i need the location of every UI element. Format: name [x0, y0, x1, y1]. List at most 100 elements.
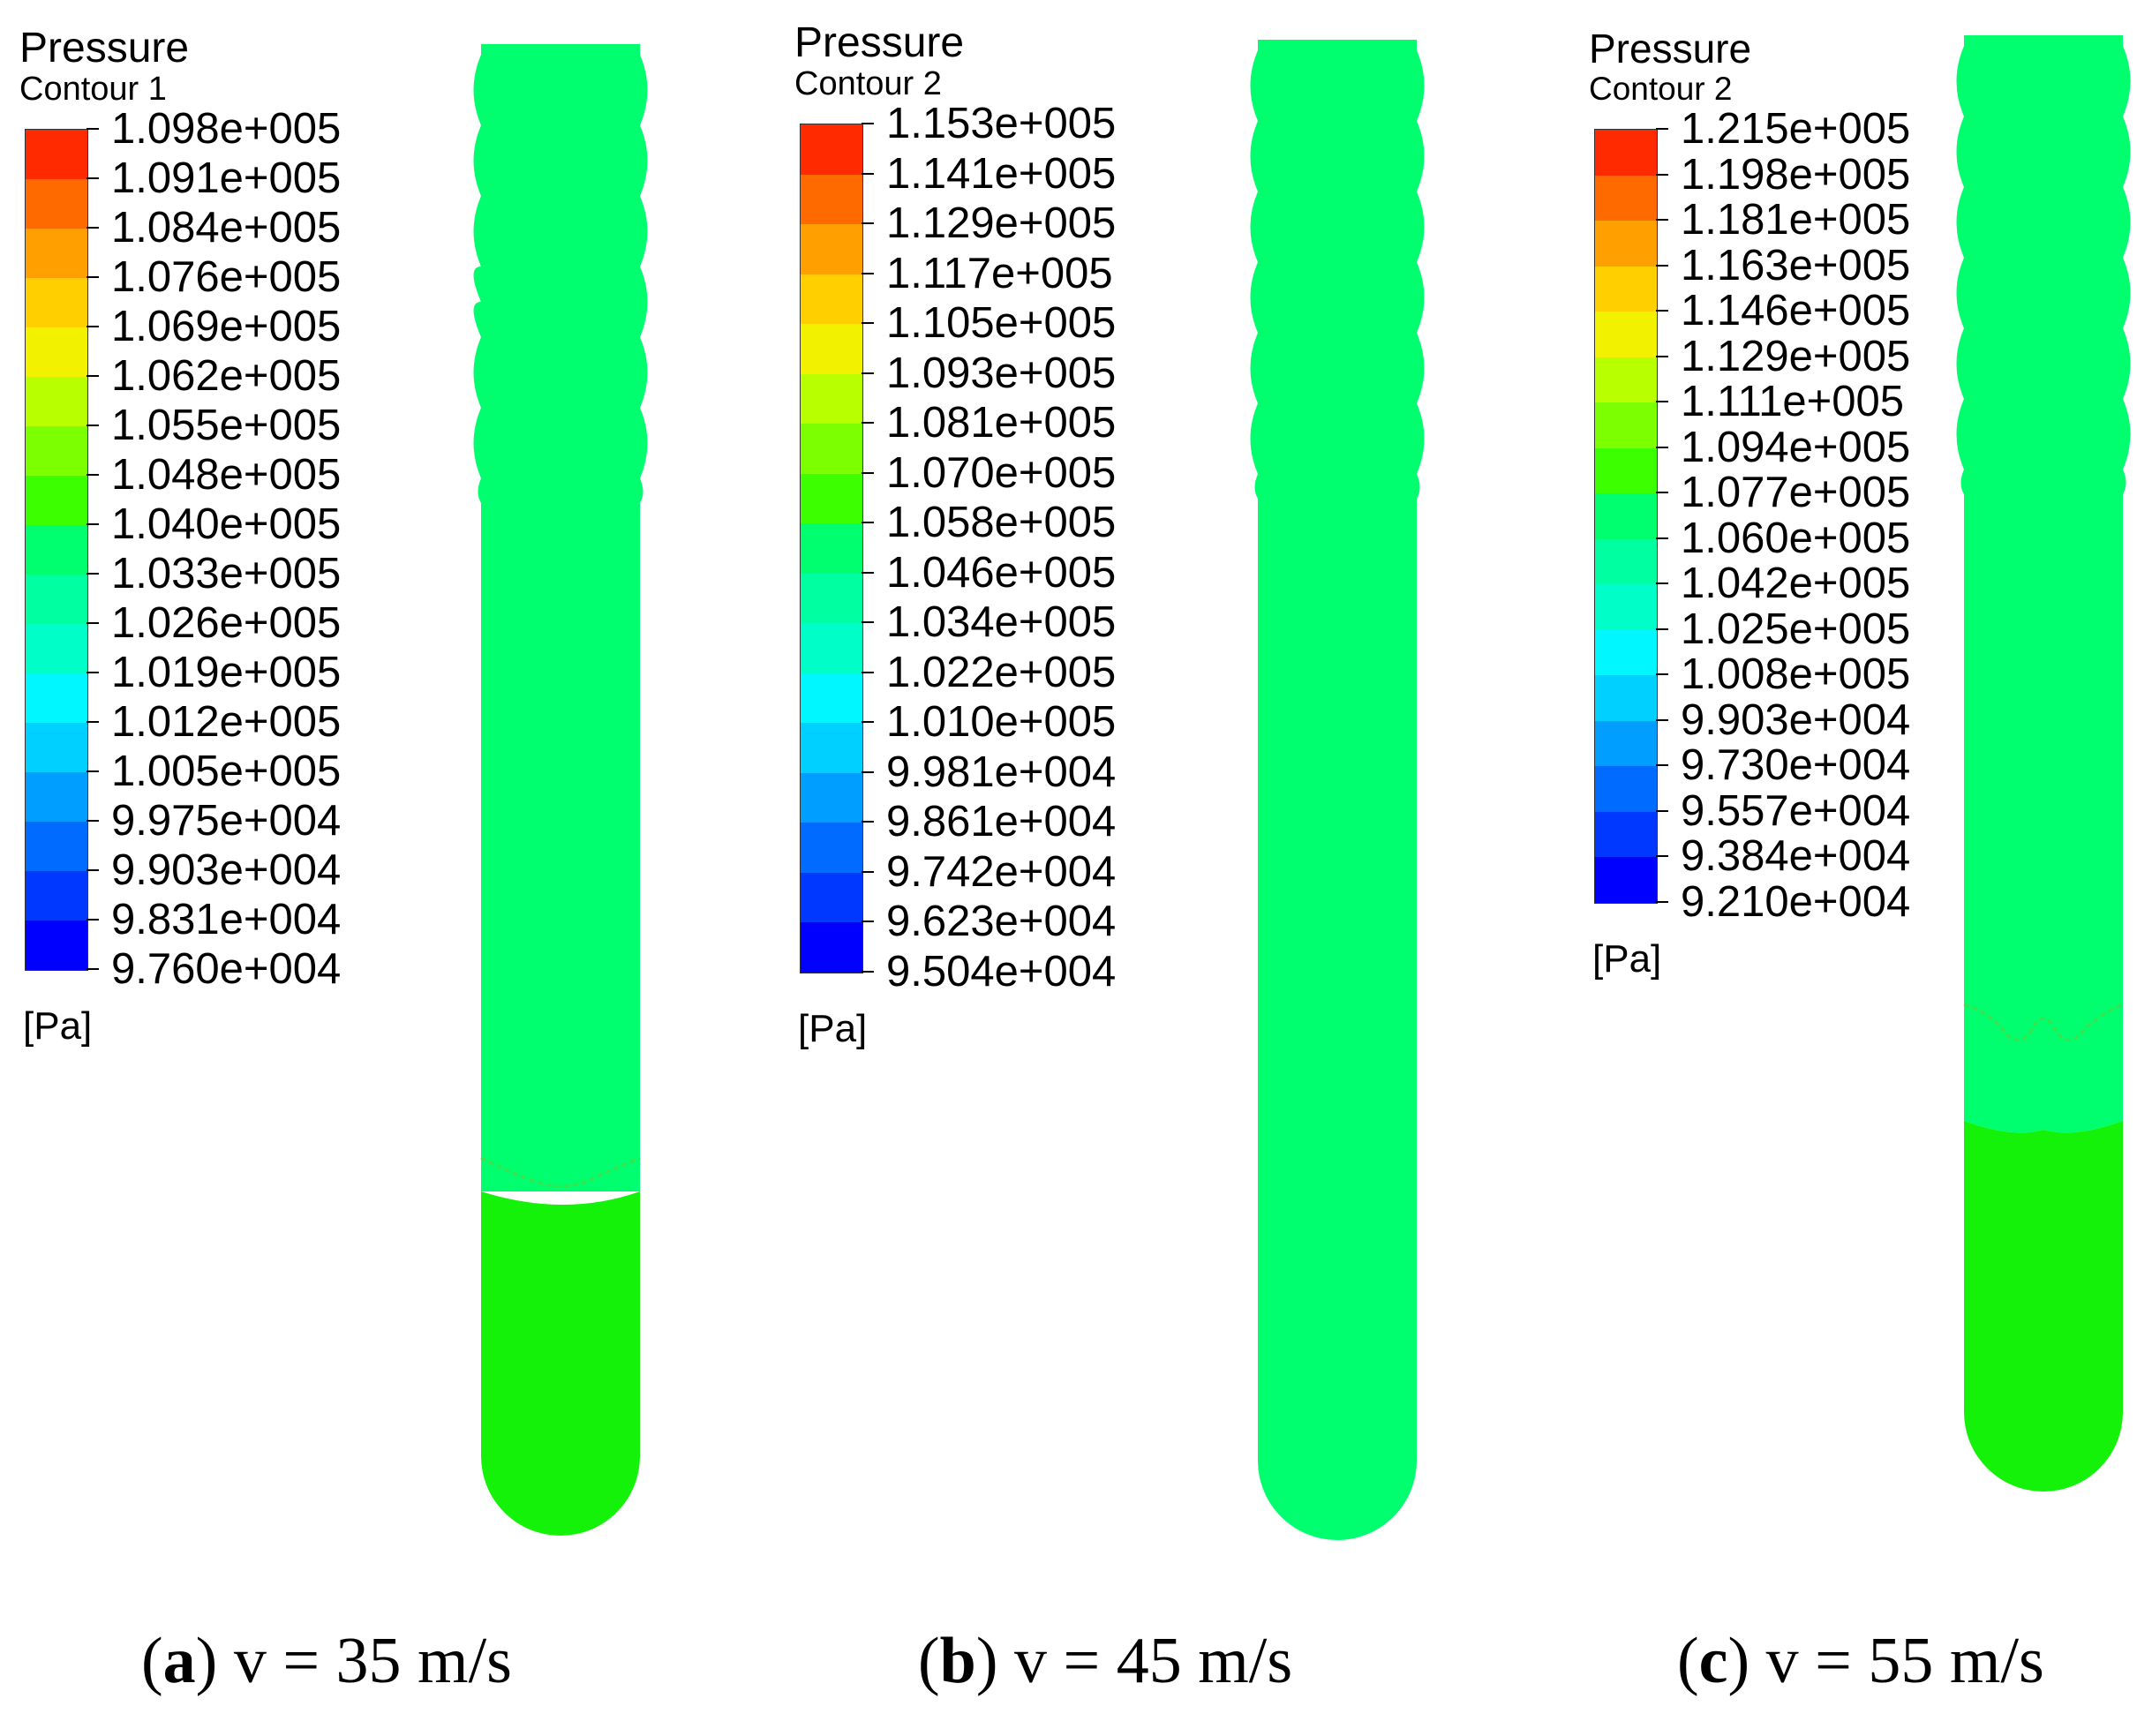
colorbar-tick — [862, 372, 874, 374]
colorbar-tick — [87, 375, 99, 377]
colorbar-tick — [87, 177, 99, 179]
colorbar-swatch — [26, 822, 87, 871]
colorbar-swatch — [1595, 720, 1657, 766]
colorbar-swatch — [801, 823, 862, 873]
colorbar-tick-label: 1.046e+005 — [886, 548, 1117, 597]
colorbar-tick-label: 9.760e+004 — [111, 945, 342, 993]
colorbar-swatch — [801, 523, 862, 574]
caption-a: (a) v = 35 m/s — [141, 1625, 512, 1697]
colorbar-tick — [87, 425, 99, 426]
colorbar-swatch — [26, 278, 87, 327]
colorbar-swatch — [801, 324, 862, 374]
pipe-upper — [473, 44, 648, 1191]
colorbar-tick — [1656, 900, 1668, 903]
colorbar-swatch — [801, 473, 862, 523]
colorbar-tick-label: 9.384e+004 — [1681, 832, 1911, 880]
legend-unit: [Pa] — [798, 1006, 868, 1050]
colorbar-tick-label: 1.060e+005 — [1681, 514, 1911, 562]
pipe-lower — [1964, 1121, 2123, 1492]
colorbar-tick — [1656, 718, 1668, 721]
colorbar-tick — [1656, 401, 1668, 402]
colorbar-swatch — [26, 426, 87, 476]
colorbar-tick-label: 9.623e+004 — [886, 898, 1117, 945]
colorbar-tick — [1656, 173, 1668, 176]
colorbar-tick-label: 1.040e+005 — [111, 500, 342, 548]
colorbar-swatch — [801, 224, 862, 274]
colorbar-tick-label: 1.022e+005 — [886, 648, 1117, 696]
colorbar-tick-label: 1.198e+005 — [1681, 150, 1911, 199]
legend-c: Pressure Contour 2 1.215e+005 1.198e+005 1… — [1589, 26, 1910, 1008]
colorbar-tick-label: 1.091e+005 — [111, 154, 342, 202]
colorbar-swatch — [801, 274, 862, 324]
colorbar-swatch — [1595, 811, 1657, 857]
colorbar-tick-label: 1.129e+005 — [1681, 332, 1911, 380]
colorbar-swatch — [26, 377, 87, 426]
colorbar-tick — [87, 573, 99, 575]
interface-line — [480, 1156, 641, 1188]
interface-line — [1963, 1003, 2124, 1041]
colorbar-tick — [1656, 128, 1668, 130]
colorbar-tick-label: 1.033e+005 — [111, 550, 342, 597]
legend-b: Pressure Contour 2 1.153e+005 1.141e+005 1… — [794, 21, 1116, 1078]
colorbar-tick-label: 1.146e+005 — [1681, 287, 1911, 334]
colorbar-tick-label: 1.081e+005 — [886, 399, 1117, 447]
colorbar-tick-label: 1.048e+005 — [111, 451, 342, 499]
colorbar-tick-label: 9.730e+004 — [1681, 741, 1911, 789]
colorbar-tick — [1656, 809, 1668, 812]
caption-c: (c) v = 55 m/s — [1677, 1625, 2044, 1697]
colorbar-swatch — [26, 624, 87, 673]
legend-unit: [Pa] — [23, 1004, 93, 1048]
colorbar-tick-label: 1.005e+005 — [111, 748, 342, 795]
colorbar-tick — [1656, 355, 1668, 357]
colorbar — [800, 124, 863, 973]
colorbar-swatch — [801, 573, 862, 623]
colorbar-swatch — [1595, 447, 1657, 493]
colorbar-swatch — [801, 124, 862, 175]
colorbar-swatch — [26, 130, 87, 179]
colorbar-swatch — [1595, 584, 1657, 630]
legend-title: Pressure — [19, 25, 190, 71]
colorbar-tick-label: 1.042e+005 — [1681, 560, 1911, 607]
pipe-contour-a — [473, 44, 648, 1536]
colorbar-tick — [1656, 582, 1668, 584]
caption-text: v = 55 m/s — [1765, 1625, 2044, 1697]
colorbar-swatch — [1595, 766, 1657, 812]
colorbar-tick — [87, 474, 99, 476]
colorbar-tick — [862, 621, 874, 623]
colorbar-tick-label: 1.055e+005 — [111, 402, 342, 449]
colorbar-swatch — [1595, 857, 1657, 903]
colorbar-tick-label: 1.025e+005 — [1681, 605, 1911, 653]
colorbar-tick — [87, 820, 99, 822]
colorbar-tick-label: 1.093e+005 — [886, 349, 1117, 397]
colorbar-tick — [862, 522, 874, 523]
colorbar-tick-label: 9.210e+004 — [1681, 877, 1911, 926]
legend-body: 1.153e+005 1.141e+005 1.129e+005 1.117e+005… — [794, 101, 1116, 1078]
colorbar-tick — [1656, 310, 1668, 312]
colorbar-swatch — [1595, 629, 1657, 675]
caption-text: v = 45 m/s — [1013, 1625, 1293, 1697]
legend-a: Pressure Contour 1 1.098e+005 1.091e+005 1… — [19, 25, 341, 1075]
colorbar-tick-label: 1.141e+005 — [886, 149, 1117, 198]
colorbar-tick — [1656, 628, 1668, 630]
colorbar-tick-label: 1.076e+005 — [111, 253, 342, 301]
pipe-body — [1250, 40, 1425, 1540]
colorbar-tick — [862, 322, 874, 324]
colorbar-tick-label: 1.098e+005 — [111, 105, 342, 153]
colorbar-swatch — [26, 921, 87, 970]
colorbar-swatch — [801, 772, 862, 823]
colorbar-tick-label: 1.153e+005 — [886, 100, 1117, 147]
colorbar-tick-label: 1.062e+005 — [111, 352, 342, 400]
colorbar-swatch — [26, 327, 87, 377]
colorbar-tick — [862, 471, 874, 474]
colorbar-tick-label: 9.557e+004 — [1681, 786, 1911, 835]
colorbar-tick — [87, 276, 99, 278]
colorbar-tick-label: 1.058e+005 — [886, 499, 1117, 546]
pipe-contour-b — [1250, 40, 1425, 1540]
colorbar-tick-label: 1.129e+005 — [886, 199, 1117, 247]
colorbar-tick — [1656, 764, 1668, 766]
colorbar-tick — [87, 968, 99, 970]
colorbar-tick — [87, 523, 99, 525]
colorbar-swatch — [801, 723, 862, 773]
caption-letter: a — [162, 1625, 196, 1697]
colorbar-swatch — [1595, 266, 1657, 312]
